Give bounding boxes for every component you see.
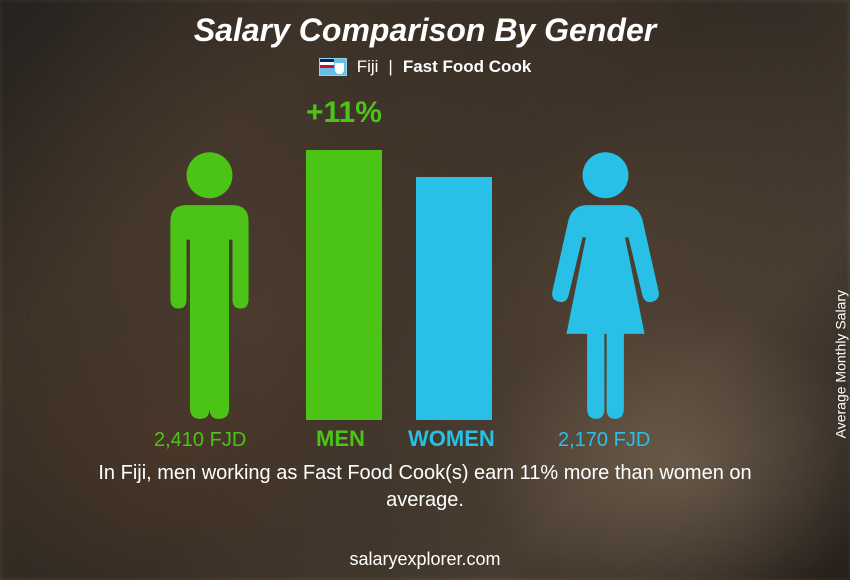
separator: | <box>388 57 392 77</box>
men-salary-bar <box>306 150 382 420</box>
country-label: Fiji <box>357 57 379 77</box>
source-attribution: salaryexplorer.com <box>0 549 850 570</box>
women-category-label: WOMEN <box>408 426 495 452</box>
men-category-label: MEN <box>316 426 365 452</box>
page-title: Salary Comparison By Gender <box>0 0 850 49</box>
female-figure-icon <box>548 150 663 420</box>
women-salary-bar <box>416 177 492 420</box>
subtitle-row: Fiji | Fast Food Cook <box>0 57 850 77</box>
infographic-content: Salary Comparison By Gender Fiji | Fast … <box>0 0 850 580</box>
men-salary-value: 2,410 FJD <box>154 429 246 452</box>
summary-text: In Fiji, men working as Fast Food Cook(s… <box>0 460 850 514</box>
male-figure-icon <box>152 150 267 420</box>
women-salary-value: 2,170 FJD <box>558 429 650 452</box>
fiji-flag-icon <box>319 58 347 76</box>
job-title-label: Fast Food Cook <box>403 57 531 77</box>
y-axis-label: Average Monthly Salary <box>832 290 848 438</box>
comparison-chart: 2,410 FJD MEN WOMEN 2,170 FJD <box>0 110 850 420</box>
